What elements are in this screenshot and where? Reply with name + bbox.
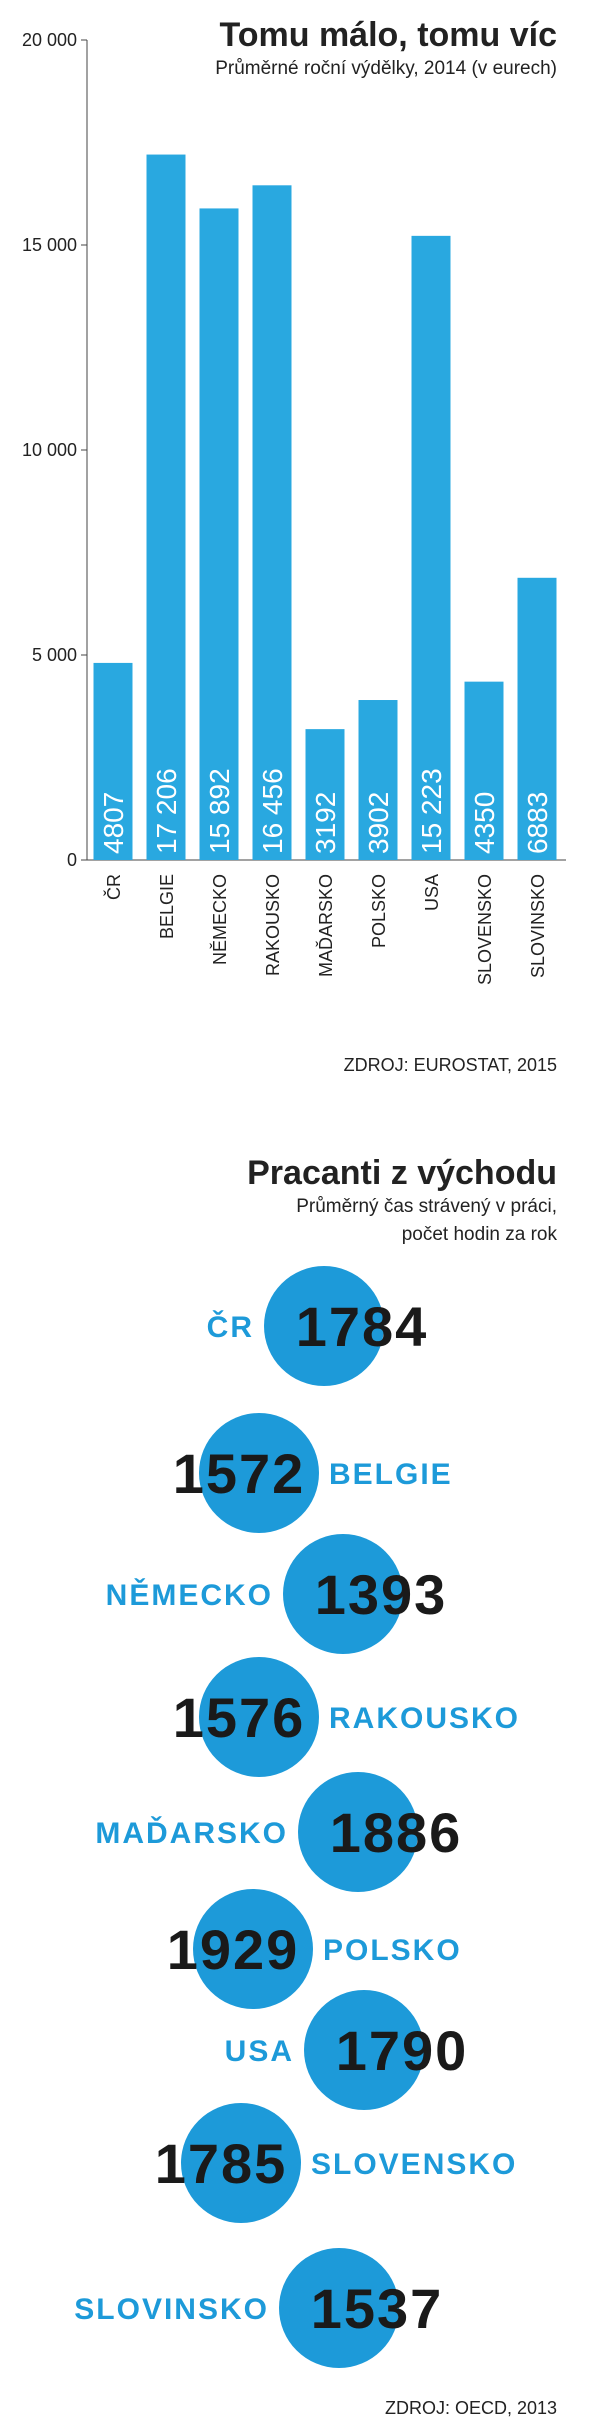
circle bbox=[199, 1657, 319, 1777]
y-tick-label: 10 000 bbox=[22, 440, 77, 460]
bar bbox=[464, 681, 504, 860]
y-tick-label: 20 000 bbox=[22, 30, 77, 50]
x-tick-label: MAĎARSKO bbox=[316, 874, 336, 977]
x-tick-label: SLOVENSKO bbox=[475, 874, 495, 985]
y-tick-label: 0 bbox=[67, 850, 77, 870]
y-tick-label: 15 000 bbox=[22, 235, 77, 255]
chart-title: Pracanti z východu bbox=[247, 1154, 557, 1192]
bar bbox=[411, 235, 451, 860]
category-label: RAKOUSKO bbox=[329, 1702, 520, 1735]
chart-title: Tomu málo, tomu víc bbox=[219, 16, 557, 54]
category-label: POLSKO bbox=[323, 1934, 462, 1967]
category-label: ČR bbox=[207, 1310, 254, 1344]
category-label: MAĎARSKO bbox=[95, 1816, 288, 1850]
value-label: 1576 bbox=[173, 1686, 306, 1749]
circle bbox=[298, 1772, 418, 1892]
value-label: 6883 bbox=[522, 792, 553, 854]
value-label: 17 206 bbox=[151, 768, 182, 854]
value-label: 1790 bbox=[336, 2019, 469, 2082]
circle bbox=[279, 2248, 399, 2368]
value-label: 16 456 bbox=[257, 768, 288, 854]
source: ZDROJ: EUROSTAT, 2015 bbox=[344, 1055, 557, 1075]
value-label: 4350 bbox=[469, 792, 500, 854]
bar bbox=[358, 700, 398, 860]
x-tick-label: SLOVINSKO bbox=[528, 874, 548, 978]
chart-subtitle: Průměrný čas strávený v práci, bbox=[296, 1196, 557, 1217]
circle bbox=[283, 1534, 403, 1654]
circle bbox=[264, 1266, 384, 1386]
bar bbox=[146, 154, 186, 860]
x-tick-label: NĚMECKO bbox=[210, 874, 230, 965]
chart-subtitle: Průměrné roční výdělky, 2014 (v eurech) bbox=[215, 58, 557, 79]
x-tick-label: RAKOUSKO bbox=[263, 874, 283, 976]
value-label: 15 223 bbox=[416, 768, 447, 854]
bar bbox=[199, 208, 239, 861]
x-tick-label: BELGIE bbox=[157, 874, 177, 939]
x-tick-label: ČR bbox=[103, 874, 124, 900]
bar bbox=[305, 729, 345, 860]
category-label: SLOVENSKO bbox=[311, 2148, 517, 2181]
circle bbox=[199, 1413, 319, 1533]
category-label: BELGIE bbox=[329, 1458, 453, 1491]
x-tick-label: USA bbox=[422, 874, 442, 911]
category-label: SLOVINSKO bbox=[74, 2293, 269, 2326]
value-label: 1572 bbox=[173, 1442, 306, 1505]
circle bbox=[304, 1990, 424, 2110]
bar bbox=[252, 185, 292, 860]
x-tick-label: POLSKO bbox=[369, 874, 389, 948]
value-label: 1784 bbox=[296, 1295, 429, 1358]
bar bbox=[93, 662, 133, 860]
value-label: 4807 bbox=[98, 792, 129, 854]
circle bbox=[193, 1889, 313, 2009]
circle bbox=[181, 2103, 301, 2223]
value-label: 1929 bbox=[167, 1918, 300, 1981]
value-label: 1785 bbox=[155, 2132, 288, 2195]
category-label: NĚMECKO bbox=[106, 1578, 273, 1612]
value-label: 1393 bbox=[315, 1563, 448, 1626]
source: ZDROJ: OECD, 2013 bbox=[385, 2398, 557, 2418]
value-label: 1886 bbox=[330, 1801, 463, 1864]
y-tick-label: 5 000 bbox=[32, 645, 77, 665]
category-label: USA bbox=[225, 2035, 294, 2068]
value-label: 1537 bbox=[311, 2277, 444, 2340]
value-label: 15 892 bbox=[204, 768, 235, 854]
bar bbox=[517, 577, 557, 860]
chart-subtitle: počet hodin za rok bbox=[402, 1224, 558, 1245]
value-label: 3192 bbox=[310, 792, 341, 854]
value-label: 3902 bbox=[363, 792, 394, 854]
